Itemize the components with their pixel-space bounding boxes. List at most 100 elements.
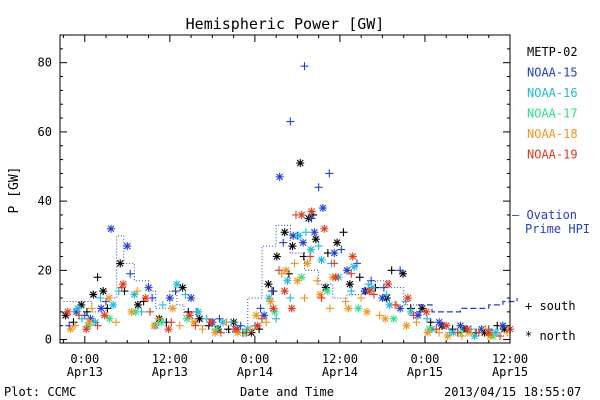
point-noaa-15-south (337, 245, 346, 254)
point-noaa-15-north (343, 266, 352, 275)
point-noaa-15-north (187, 294, 196, 303)
point-metp-02-north (345, 280, 354, 289)
point-noaa-19-north (484, 328, 493, 337)
point-noaa-19-south (317, 294, 326, 303)
ovation-legend-line-2: Prime HPI (525, 222, 590, 236)
marker-key-north: * north (525, 329, 576, 343)
point-noaa-18-north (423, 328, 432, 337)
x-tick-label-time: 0:00 (411, 352, 440, 366)
point-noaa-15-north (144, 283, 153, 292)
point-noaa-16-south (202, 314, 211, 323)
point-noaa-18-south (357, 294, 366, 303)
point-noaa-17-north (389, 314, 398, 323)
point-noaa-16-south (181, 290, 190, 299)
point-noaa-18-south (222, 318, 231, 327)
point-noaa-16-south (158, 300, 167, 309)
point-noaa-15-north (318, 204, 327, 213)
point-noaa-19-south (409, 311, 418, 320)
point-noaa-18-south (198, 325, 207, 334)
point-noaa-18-north (266, 297, 275, 306)
point-metp-02-south (426, 318, 435, 327)
point-noaa-18-south (457, 332, 466, 341)
point-metp-02-north (280, 228, 289, 237)
x-tick-label-time: 0:00 (240, 352, 269, 366)
point-noaa-16-south (314, 242, 323, 251)
satellite-legend: METP-02 NOAA-15 NOAA-16 NOAA-17 NOAA-18 NOAA-… (527, 45, 578, 162)
point-noaa-16-north (306, 245, 315, 254)
point-noaa-18-north (381, 314, 390, 323)
y-tick-label: 80 (38, 56, 52, 70)
ovation-dashed-line (417, 298, 518, 313)
point-noaa-19-north (442, 321, 451, 330)
chart-title: Hemispheric Power [GW] (186, 15, 385, 33)
point-noaa-19-south (391, 300, 400, 309)
point-noaa-15-south (396, 266, 405, 275)
point-noaa-15-north (165, 294, 174, 303)
point-metp-02-south (339, 228, 348, 237)
point-noaa-16-north (283, 276, 292, 285)
point-noaa-15-north (378, 294, 387, 303)
legend-noaa-18: NOAA-18 (527, 127, 578, 141)
point-noaa-16-north (73, 304, 82, 313)
point-noaa-19-north (100, 311, 109, 320)
point-noaa-19-south (369, 290, 378, 299)
point-metp-02-north (418, 304, 427, 313)
x-tick-label-time: 12:00 (152, 352, 188, 366)
point-metp-02-north (333, 238, 342, 247)
point-noaa-19-north (287, 304, 296, 313)
point-noaa-19-south (191, 321, 200, 330)
point-noaa-15-north (107, 224, 116, 233)
ovation-legend: — Ovation Prime HPI (512, 208, 590, 236)
point-metp-02-north (264, 280, 273, 289)
point-noaa-18-south (313, 276, 322, 285)
point-noaa-19-north (331, 273, 340, 282)
satellite-data-points (61, 62, 514, 341)
point-noaa-15-north (275, 172, 284, 181)
point-noaa-19-south (257, 314, 266, 323)
point-noaa-19-south (496, 332, 505, 341)
point-noaa-15-north (435, 318, 444, 327)
point-noaa-15-north (123, 242, 132, 251)
point-noaa-16-south (96, 294, 105, 303)
point-noaa-16-south (272, 314, 281, 323)
point-noaa-18-north (303, 259, 312, 268)
point-metp-02-north (288, 242, 297, 251)
point-noaa-16-north (317, 255, 326, 264)
point-noaa-17-north (323, 287, 332, 296)
legend-noaa-17: NOAA-17 (527, 107, 578, 121)
point-noaa-18-north (443, 332, 452, 341)
point-noaa-18-south (133, 287, 142, 296)
point-noaa-19-south (216, 328, 225, 337)
y-axis-label: P [GW] (7, 167, 22, 214)
point-noaa-19-south (306, 252, 315, 261)
point-metp-02-north (311, 235, 320, 244)
point-metp-02-north (296, 159, 305, 168)
point-noaa-15-north (299, 238, 308, 247)
point-noaa-19-north (82, 325, 91, 334)
point-noaa-18-north (402, 321, 411, 330)
point-noaa-15-south (126, 269, 135, 278)
point-metp-02-north (89, 290, 98, 299)
point-noaa-19-south (242, 328, 251, 337)
point-noaa-18-north (127, 307, 136, 316)
point-noaa-19-north (141, 294, 150, 303)
marker-key-south: + south (525, 299, 576, 313)
point-noaa-18-north (168, 304, 177, 313)
y-tick-label: 60 (38, 125, 52, 139)
point-noaa-18-north (252, 311, 261, 320)
point-noaa-19-north (164, 325, 173, 334)
point-noaa-19-north (206, 318, 215, 327)
point-noaa-18-south (262, 318, 271, 327)
point-noaa-16-north (470, 332, 479, 341)
point-noaa-18-north (211, 328, 220, 337)
point-noaa-19-north (403, 294, 412, 303)
point-noaa-19-north (269, 304, 278, 313)
x-tick-label-time: 0:00 (70, 352, 99, 366)
point-noaa-19-south (453, 328, 462, 337)
point-noaa-18-south (341, 297, 350, 306)
point-noaa-19-south (432, 325, 441, 334)
point-noaa-16-south (364, 280, 373, 289)
marker-symbol-key: + south * north (525, 299, 576, 343)
point-metp-02-north (116, 259, 125, 268)
